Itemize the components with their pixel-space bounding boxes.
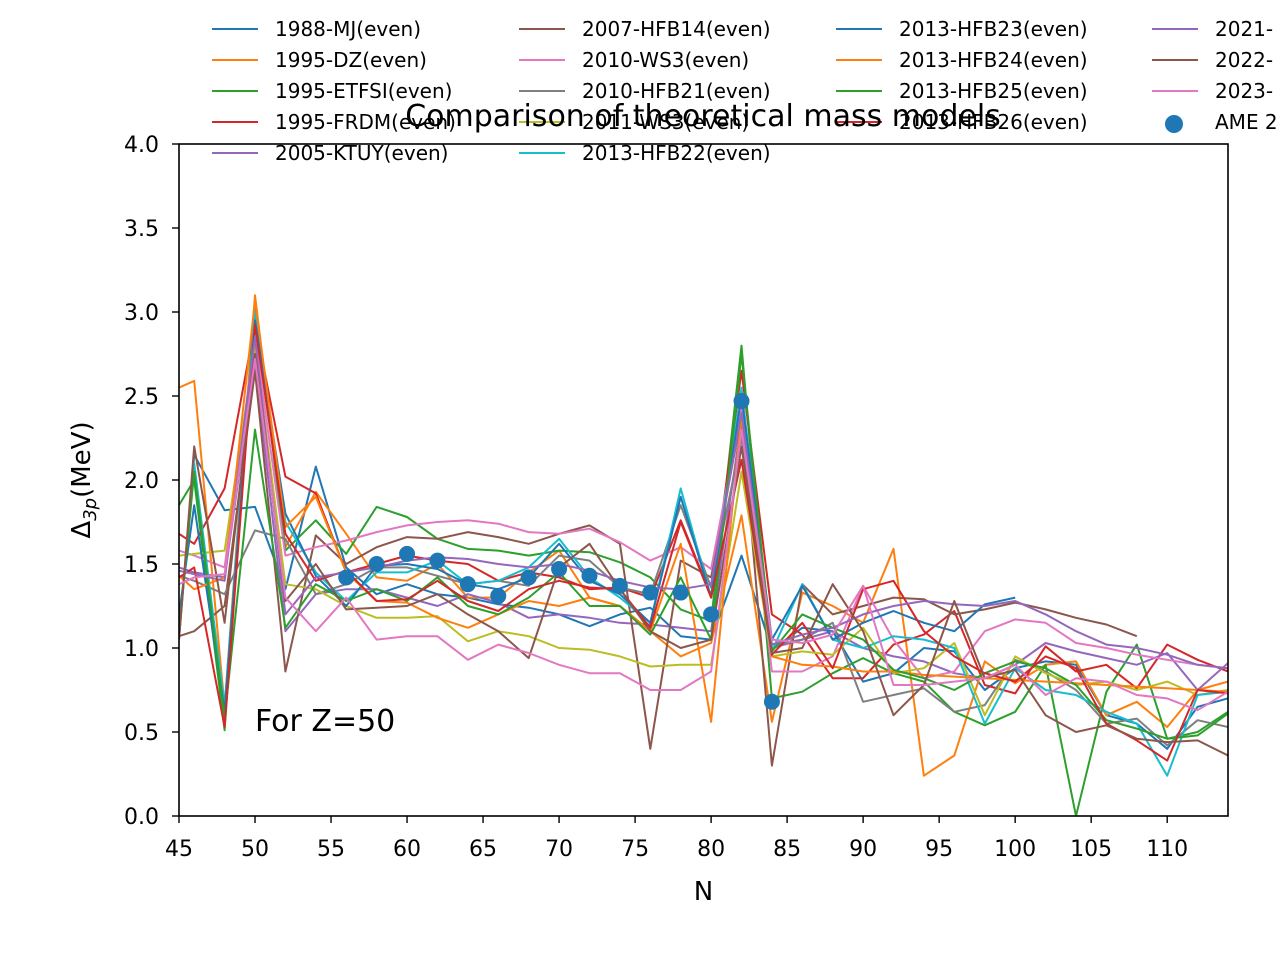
data-point-ame — [520, 569, 537, 586]
y-tick-label: 4.0 — [124, 133, 159, 158]
plot-series-layer — [179, 294, 1228, 816]
x-tick-label: 100 — [994, 837, 1036, 862]
data-point-ame — [703, 606, 720, 623]
legend-label: 2007-HFB14(even) — [582, 17, 771, 41]
y-tick-label: 0.5 — [124, 721, 159, 746]
legend-label: 2013-HFB24(even) — [899, 48, 1088, 72]
series-line-2013-hfb24-even — [179, 299, 1228, 723]
legend-marker — [1165, 115, 1183, 133]
legend-label: 2022- — [1215, 48, 1273, 72]
legend: 1988-MJ(even) 1995-DZ(even) 1995-ETFSI(eve… — [212, 17, 1278, 165]
y-tick-label: 2.5 — [124, 385, 159, 410]
data-point-ame — [490, 587, 507, 604]
x-tick-label: 105 — [1070, 837, 1112, 862]
data-point-ame — [611, 577, 628, 594]
x-axis-label: N — [694, 877, 713, 907]
legend-label: 2005-KTUY(even) — [275, 141, 448, 165]
y-tick-label: 0.0 — [124, 805, 159, 830]
legend-label: 1995-ETFSI(even) — [275, 79, 452, 103]
data-point-ame — [551, 561, 568, 578]
y-tick-label: 3.5 — [124, 217, 159, 242]
data-point-ame — [763, 693, 780, 710]
data-point-ame — [733, 393, 750, 410]
x-tick-label: 60 — [393, 837, 421, 862]
legend-label: 2013-HFB22(even) — [582, 141, 771, 165]
data-point-ame — [338, 569, 355, 586]
x-tick-label: 90 — [849, 837, 877, 862]
legend-label: 2021- — [1215, 17, 1273, 41]
series-line-2010-ws3-even — [179, 336, 1228, 680]
series-line-2011-ws3-even — [179, 344, 1228, 717]
legend-label: 1995-DZ(even) — [275, 48, 427, 72]
x-tick-label: 80 — [697, 837, 725, 862]
y-tick-label: 1.5 — [124, 553, 159, 578]
legend-label: 2023- — [1215, 79, 1273, 103]
data-point-ame — [672, 584, 689, 601]
legend-label: 2013-HFB23(even) — [899, 17, 1088, 41]
legend-label: AME 2 — [1215, 110, 1278, 134]
x-tick-label: 45 — [165, 837, 193, 862]
series-line-2023 — [179, 358, 1228, 712]
data-point-ame — [399, 545, 416, 562]
x-tick-label: 85 — [773, 837, 801, 862]
y-tick-label: 2.0 — [124, 469, 159, 494]
x-tick-label: 95 — [925, 837, 953, 862]
x-tick-label: 55 — [317, 837, 345, 862]
chart-title: Comparison of theoretical mass models — [405, 99, 1001, 134]
legend-label: 2010-WS3(even) — [582, 48, 749, 72]
series-line-2013-hfb25-even — [179, 353, 1228, 740]
legend-label: 2011-WS3(even) — [582, 110, 749, 134]
series-line-2013-hfb22-even — [179, 311, 1228, 777]
y-tick-label: 3.0 — [124, 301, 159, 326]
legend-label: 2010-HFB21(even) — [582, 79, 771, 103]
x-tick-label: 110 — [1146, 837, 1188, 862]
x-tick-label: 65 — [469, 837, 497, 862]
y-axis-label-subscript: 3p — [80, 498, 101, 521]
y-tick-label: 1.0 — [124, 637, 159, 662]
series-line-1995-dz-even — [179, 294, 1228, 777]
x-axis-ticks: 45 50 55 60 65 70 75 80 85 90 95 100 105 110 — [165, 816, 1188, 862]
legend-label: 2013-HFB25(even) — [899, 79, 1088, 103]
data-point-ame — [368, 556, 385, 572]
y-axis-label-symbol: Δ — [67, 521, 97, 539]
plot-scatter-layer — [338, 393, 780, 710]
legend-label: 2013-HFB26(even) — [899, 110, 1088, 134]
data-point-ame — [642, 584, 659, 601]
legend-label: 1988-MJ(even) — [275, 17, 421, 41]
data-point-ame — [581, 567, 598, 584]
y-axis-ticks: 0.0 0.5 1.0 1.5 2.0 2.5 3.0 3.5 4.0 — [124, 133, 179, 830]
annotation-text: For Z=50 — [255, 704, 395, 739]
y-axis-label: Δ3p(MeV) — [67, 421, 101, 538]
data-point-ame — [459, 576, 476, 593]
x-tick-label: 75 — [621, 837, 649, 862]
y-axis-label-unit: (MeV) — [67, 421, 97, 498]
legend-label: 1995-FRDM(even) — [275, 110, 456, 134]
data-point-ame — [429, 552, 446, 569]
series-line-1995-etfsi-even — [179, 302, 1228, 816]
x-tick-label: 50 — [241, 837, 269, 862]
x-tick-label: 70 — [545, 837, 573, 862]
